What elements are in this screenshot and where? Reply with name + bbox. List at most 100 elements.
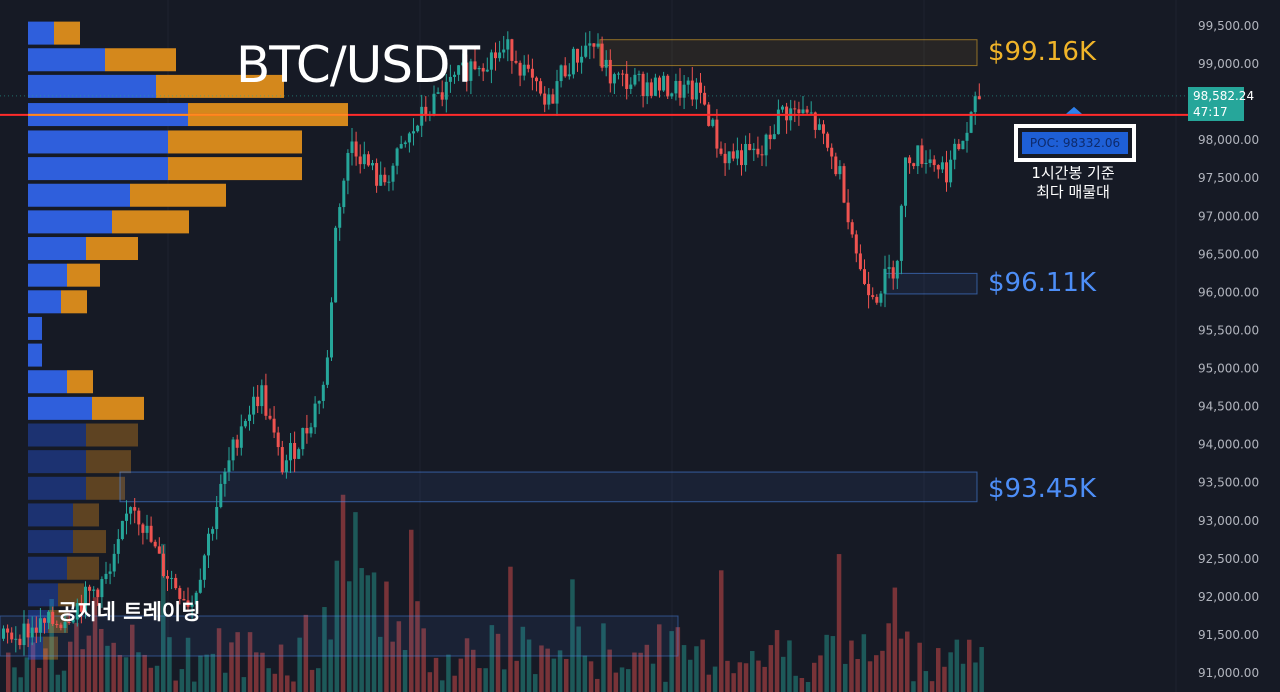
- zone-93-45k: [119, 471, 978, 503]
- volume-bar: [216, 628, 222, 692]
- candle-body: [977, 96, 981, 100]
- candle-body: [863, 269, 866, 284]
- volume-bar: [557, 650, 563, 692]
- candle-body: [84, 586, 87, 612]
- volume-bar: [347, 581, 352, 692]
- volume-bar: [929, 681, 935, 692]
- candle-body: [617, 73, 620, 75]
- volume-profile-sell: [130, 183, 226, 207]
- candle-body: [477, 67, 481, 70]
- volume-bar: [725, 660, 730, 692]
- volume-bar: [564, 658, 569, 692]
- volume-bar: [712, 666, 718, 692]
- volume-bar: [626, 669, 631, 692]
- volume-bar: [378, 636, 383, 692]
- candle-body: [686, 80, 690, 85]
- candle-body: [289, 442, 292, 461]
- candle-body: [219, 483, 223, 507]
- zone-label-99-16k: $99.16K: [988, 37, 1097, 67]
- candle-body: [949, 159, 953, 183]
- volume-profile-sell: [105, 48, 176, 72]
- candle-body: [690, 80, 694, 100]
- candle-body: [608, 59, 612, 84]
- candle-body: [317, 400, 321, 404]
- candle-body: [284, 460, 288, 473]
- candle-body: [612, 74, 616, 84]
- candle-body: [793, 108, 797, 110]
- volume-bar: [49, 598, 54, 692]
- volume-bar: [675, 627, 681, 692]
- volume-bar: [464, 638, 470, 692]
- volume-profile-buy: [28, 370, 67, 394]
- candle-body: [854, 234, 858, 254]
- candle-body: [30, 627, 34, 638]
- volume-bar: [898, 638, 904, 692]
- volume-profile-sell: [67, 556, 99, 580]
- candle-body: [444, 81, 448, 100]
- volume-bar: [365, 575, 371, 692]
- candle-body: [211, 529, 215, 534]
- volume-bar: [526, 639, 532, 692]
- candle-body: [961, 140, 965, 150]
- candle-body: [928, 159, 932, 163]
- y-tick-label: 92,000.00: [1198, 590, 1259, 604]
- volume-bar: [477, 668, 482, 692]
- candle-body: [637, 73, 641, 75]
- candle-body: [649, 82, 653, 96]
- candle-body: [473, 61, 477, 70]
- candle-body: [239, 426, 243, 448]
- volume-bar: [359, 568, 364, 692]
- volume-bar: [334, 560, 340, 692]
- volume-bar: [892, 587, 898, 692]
- candle-body: [55, 623, 59, 625]
- candle-body: [440, 92, 444, 100]
- volume-profile-sell: [86, 450, 131, 474]
- candle-body: [924, 162, 928, 164]
- volume-bar: [235, 632, 240, 692]
- poc-note-line1: 1시간봉 기준: [1031, 164, 1115, 182]
- volume-bar: [979, 647, 984, 692]
- candle-body: [547, 94, 551, 105]
- candle-body: [67, 621, 71, 623]
- candle-body: [563, 65, 567, 77]
- candle-body: [625, 73, 629, 89]
- candle-body: [313, 403, 317, 428]
- candle-body: [186, 600, 190, 607]
- candle-body: [584, 45, 588, 57]
- volume-bar: [502, 669, 507, 692]
- candle-body: [14, 638, 18, 640]
- volume-profile-buy: [28, 556, 67, 580]
- candle-body: [891, 267, 895, 279]
- candle-body: [448, 76, 452, 82]
- volume-bar: [241, 677, 247, 692]
- candle-body: [170, 577, 174, 579]
- candle-body: [453, 74, 456, 77]
- volume-profile-sell: [86, 476, 125, 500]
- candle-body: [161, 553, 165, 577]
- volume-bar: [427, 672, 433, 692]
- candle-body: [740, 150, 743, 166]
- volume-bar: [458, 658, 464, 692]
- volume-bar: [483, 668, 488, 692]
- volume-bar: [37, 667, 42, 692]
- volume-bar: [855, 658, 860, 692]
- volume-bar: [18, 677, 23, 692]
- y-tick-label: 93,000.00: [1198, 514, 1259, 528]
- candle-body: [735, 150, 739, 159]
- candle-body: [207, 533, 210, 556]
- candle-body: [104, 573, 108, 580]
- volume-bar: [545, 648, 550, 692]
- volume-bar: [973, 662, 978, 692]
- volume-bar: [923, 671, 929, 692]
- candle-body: [371, 163, 374, 166]
- volume-bar: [861, 634, 867, 692]
- candle-body: [514, 60, 518, 63]
- candle-body: [485, 69, 489, 72]
- volume-profile-buy: [28, 263, 67, 287]
- candle-body: [342, 180, 346, 208]
- candle-body: [416, 125, 420, 132]
- volume-bar: [762, 666, 767, 692]
- candle-body: [596, 43, 600, 47]
- candle-body: [498, 52, 502, 59]
